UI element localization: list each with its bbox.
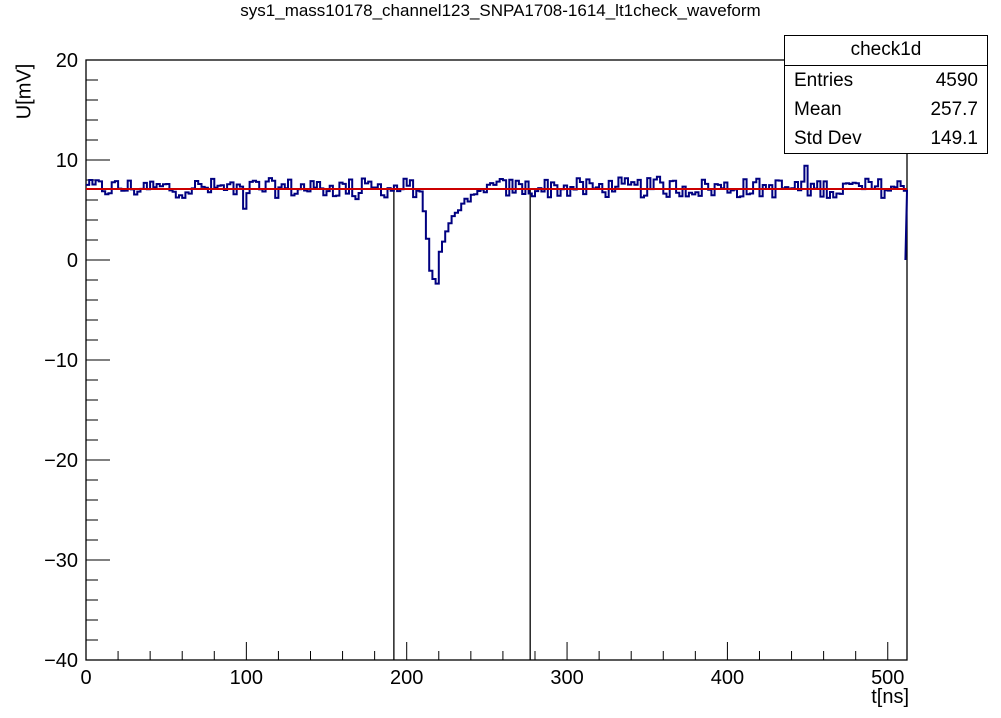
stats-value: 4590 bbox=[935, 69, 978, 91]
x-tick-label: 200 bbox=[390, 667, 423, 689]
y-tick-label: 0 bbox=[67, 250, 78, 272]
stats-row-entries: Entries 4590 bbox=[785, 66, 987, 95]
y-tick-label: −40 bbox=[44, 650, 78, 672]
waveform-series-line bbox=[86, 164, 909, 285]
stats-row-mean: Mean 257.7 bbox=[785, 95, 987, 124]
x-tick-label: 0 bbox=[80, 667, 91, 689]
x-tick-label: 400 bbox=[711, 667, 744, 689]
x-tick-label: 100 bbox=[230, 667, 263, 689]
y-tick-label: 20 bbox=[56, 50, 78, 72]
stats-label: Mean bbox=[794, 98, 842, 120]
x-tick-label: 500 bbox=[871, 667, 904, 689]
y-tick-label: −10 bbox=[44, 350, 78, 372]
stats-label: Entries bbox=[794, 69, 854, 91]
y-tick-label: −30 bbox=[44, 550, 78, 572]
stats-row-stddev: Std Dev 149.1 bbox=[785, 124, 987, 153]
y-tick-label: 10 bbox=[56, 150, 78, 172]
stats-title: check1d bbox=[785, 36, 987, 66]
stats-box: check1d Entries 4590 Mean 257.7 Std Dev … bbox=[784, 35, 988, 154]
y-tick-label: −20 bbox=[44, 450, 78, 472]
stats-value: 257.7 bbox=[930, 98, 978, 120]
x-axis-label: t[ns] bbox=[871, 686, 909, 708]
x-tick-label: 300 bbox=[550, 667, 583, 689]
stats-value: 149.1 bbox=[930, 127, 978, 149]
chart-title: sys1_mass10178_channel123_SNPA1708-1614_… bbox=[240, 1, 761, 20]
stats-label: Std Dev bbox=[794, 127, 862, 149]
